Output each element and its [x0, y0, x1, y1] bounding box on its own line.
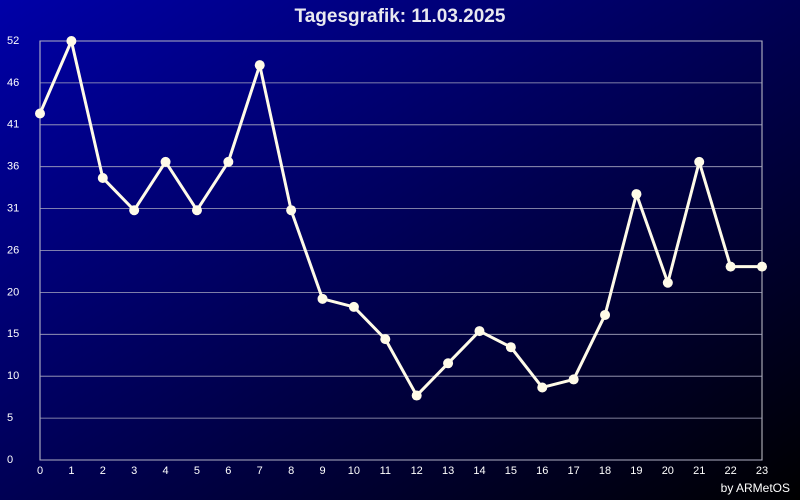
x-tick-label: 4	[163, 465, 169, 477]
x-tick-label: 2	[100, 465, 106, 477]
y-tick-label: 0	[7, 454, 13, 466]
x-tick-label: 15	[505, 465, 517, 477]
point	[97, 172, 108, 183]
x-tick-label: 13	[442, 465, 454, 477]
y-tick-label: 5	[7, 412, 13, 424]
point	[474, 326, 485, 337]
x-tick-label: 12	[411, 465, 423, 477]
x-tick-label: 11	[380, 465, 391, 477]
point	[662, 277, 673, 288]
point	[286, 205, 297, 216]
x-tick-label: 8	[288, 465, 294, 477]
y-tick-label: 26	[7, 244, 19, 256]
point	[725, 261, 736, 272]
x-tick-label: 16	[536, 465, 548, 477]
x-tick-label: 17	[568, 465, 580, 477]
point	[443, 358, 454, 369]
point	[317, 293, 328, 304]
point	[600, 309, 611, 320]
point	[411, 390, 422, 401]
x-tick-label: 19	[630, 465, 642, 477]
point	[568, 374, 579, 385]
point	[348, 301, 359, 312]
y-tick-label: 20	[7, 286, 19, 298]
x-tick-label: 3	[131, 465, 137, 477]
x-tick-label: 21	[693, 465, 705, 477]
y-tick-label: 10	[7, 370, 19, 382]
point	[380, 334, 391, 345]
x-tick-label: 5	[194, 465, 200, 477]
point	[66, 36, 77, 46]
x-tick-label: 1	[68, 465, 74, 477]
point	[223, 156, 234, 167]
point	[254, 60, 265, 71]
line	[38, 39, 762, 398]
point	[694, 156, 705, 167]
x-tick-label: 9	[319, 465, 325, 477]
x-tick-label: 22	[724, 465, 736, 477]
x-tick-label: 20	[662, 465, 674, 477]
y-tick-label: 41	[7, 119, 19, 131]
point	[35, 108, 45, 119]
x-tick-label: 6	[225, 465, 231, 477]
point	[160, 156, 171, 167]
x-tick-label: 18	[599, 465, 611, 477]
y-tick-label: 15	[7, 328, 19, 340]
point	[191, 205, 202, 216]
point	[537, 382, 548, 393]
x-tick-label: 7	[257, 465, 263, 477]
x-tick-label: 10	[348, 465, 360, 477]
point	[631, 189, 642, 200]
point	[505, 342, 516, 353]
chart-title: Tagesgrafik: 11.03.2025	[295, 6, 506, 27]
y-tick-label: 31	[7, 203, 19, 215]
x-tick-label: 0	[37, 465, 43, 477]
point	[129, 205, 140, 216]
x-tick-label: 23	[756, 465, 768, 477]
x-tick-label: 14	[473, 465, 485, 477]
y-tick-label: 36	[7, 161, 19, 173]
y-tick-label: 46	[7, 77, 19, 89]
y-tick-label: 52	[7, 35, 19, 47]
point	[757, 261, 767, 272]
credit: by ARMetOS	[721, 481, 790, 495]
